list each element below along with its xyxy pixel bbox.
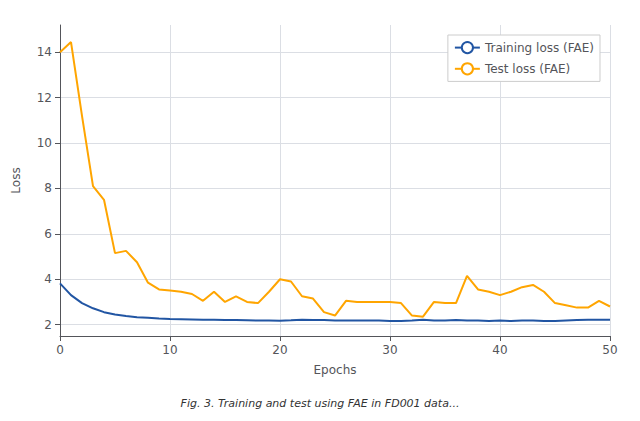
svg-text:Fig. 3. Training and test usin: Fig. 3. Training and test using FAE in F…: [181, 397, 460, 410]
svg-text:50: 50: [602, 343, 617, 357]
svg-text:Loss: Loss: [9, 167, 23, 193]
svg-text:6: 6: [44, 227, 52, 241]
svg-text:14: 14: [37, 45, 52, 59]
svg-text:40: 40: [492, 343, 507, 357]
svg-text:4: 4: [44, 272, 52, 286]
svg-text:2: 2: [44, 318, 52, 332]
svg-text:20: 20: [272, 343, 287, 357]
svg-text:0: 0: [56, 343, 64, 357]
svg-text:8: 8: [44, 181, 52, 195]
svg-text:10: 10: [162, 343, 177, 357]
svg-text:12: 12: [37, 91, 52, 105]
svg-text:Training loss (FAE): Training loss (FAE): [484, 41, 594, 55]
svg-text:10: 10: [37, 136, 52, 150]
svg-text:30: 30: [382, 343, 397, 357]
svg-text:Epochs: Epochs: [314, 363, 357, 377]
svg-text:Test loss (FAE): Test loss (FAE): [484, 62, 570, 76]
